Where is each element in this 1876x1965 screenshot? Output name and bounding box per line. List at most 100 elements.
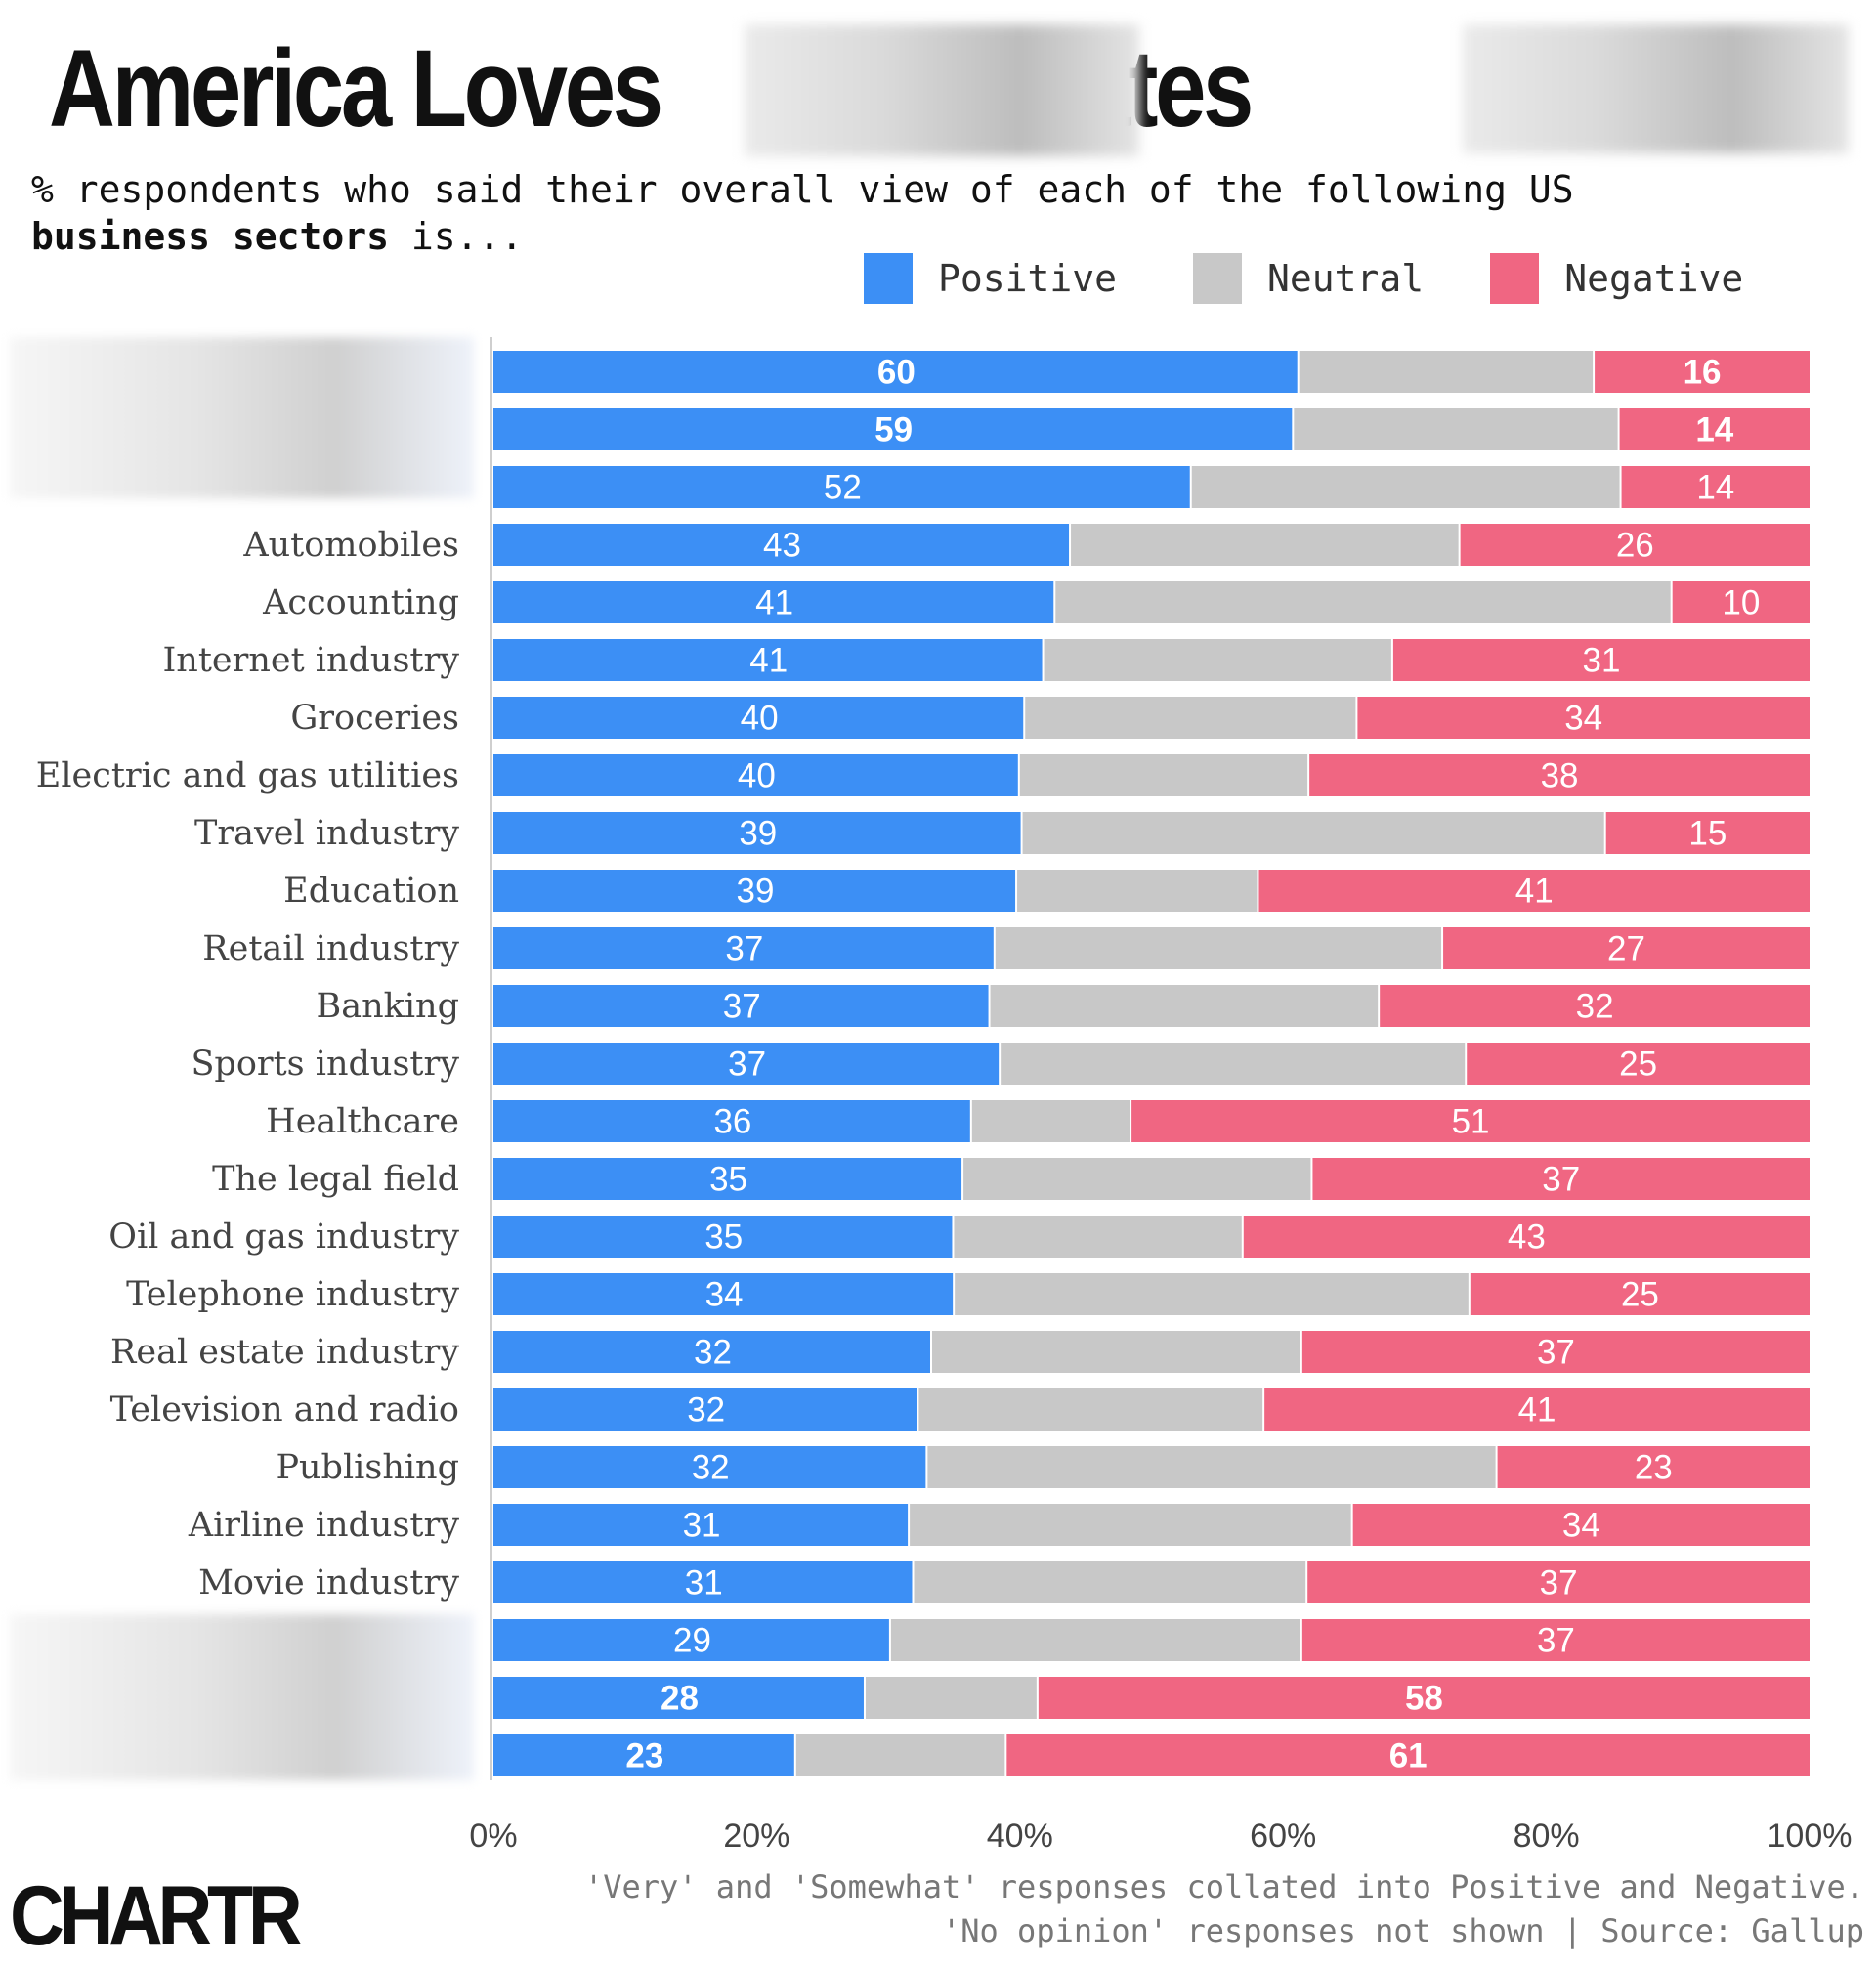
bar-negative-23 — [1038, 1677, 1810, 1719]
bar-neutral-19 — [927, 1446, 1496, 1488]
bar-value-negative-16: 25 — [1621, 1276, 1659, 1314]
x-tick-label: 60% — [1250, 1817, 1317, 1855]
brand-logo: CHARTR — [10, 1869, 303, 1963]
bar-negative-1 — [1619, 408, 1810, 450]
bar-value-positive-11: 37 — [723, 988, 761, 1026]
category-label: Automobiles — [243, 526, 459, 565]
bar-positive-0 — [493, 351, 1298, 393]
bar-value-negative-15: 43 — [1508, 1218, 1546, 1257]
bar-positive-2 — [493, 466, 1190, 508]
bar-neutral-9 — [1017, 870, 1258, 912]
legend-label-negative: Negative — [1564, 257, 1744, 300]
bar-positive-23 — [493, 1677, 864, 1719]
bar-negative-5 — [1392, 639, 1810, 681]
subtitle-bold: business sectors — [31, 215, 390, 258]
bar-value-positive-19: 32 — [692, 1449, 730, 1487]
bar-negative-17 — [1301, 1331, 1810, 1373]
category-label: Movie industry — [198, 1563, 459, 1602]
category-label: Publishing — [276, 1448, 459, 1487]
footer-note-2: 'No opinion' responses not shown | Sourc… — [941, 1912, 1864, 1949]
bar-value-positive-4: 41 — [755, 584, 793, 622]
bar-negative-24 — [1006, 1734, 1810, 1776]
category-label: Television and radio — [109, 1390, 459, 1430]
bar-neutral-11 — [990, 985, 1379, 1027]
bar-value-negative-18: 41 — [1518, 1391, 1556, 1430]
bar-positive-1 — [493, 408, 1293, 450]
bar-value-positive-0: 60 — [877, 354, 916, 392]
bar-neutral-17 — [932, 1331, 1300, 1373]
redacted-sector-loved — [745, 24, 1139, 156]
bar-value-negative-2: 14 — [1696, 469, 1734, 507]
footer-note-1: 'Very' and 'Somewhat' responses collated… — [583, 1868, 1864, 1905]
bar-value-negative-12: 25 — [1619, 1046, 1657, 1084]
bar-value-positive-14: 35 — [709, 1161, 747, 1199]
bar-value-negative-24: 61 — [1389, 1737, 1428, 1775]
category-label: Sports industry — [191, 1045, 459, 1084]
bar-negative-15 — [1243, 1216, 1810, 1258]
bar-value-positive-18: 32 — [687, 1391, 725, 1430]
title-loves: America Loves — [49, 26, 663, 150]
bar-neutral-1 — [1294, 408, 1618, 450]
bar-neutral-24 — [795, 1734, 1005, 1776]
bar-value-positive-20: 31 — [683, 1507, 721, 1545]
x-tick-label: 100% — [1767, 1817, 1853, 1855]
bar-positive-9 — [493, 870, 1016, 912]
bar-value-negative-9: 41 — [1515, 873, 1554, 911]
bar-negative-18 — [1264, 1388, 1810, 1431]
bar-positive-15 — [493, 1216, 953, 1258]
legend-swatch-neutral — [1193, 253, 1243, 304]
bar-value-positive-15: 35 — [704, 1218, 743, 1257]
bar-negative-19 — [1497, 1446, 1810, 1488]
x-tick-label: 80% — [1513, 1817, 1580, 1855]
bar-neutral-14 — [963, 1158, 1311, 1200]
bar-neutral-5 — [1044, 639, 1391, 681]
bar-negative-0 — [1595, 351, 1810, 393]
bar-positive-6 — [493, 697, 1024, 739]
bar-neutral-21 — [914, 1561, 1306, 1603]
category-label: The legal field — [212, 1160, 459, 1199]
bar-neutral-8 — [1022, 812, 1604, 854]
bar-value-negative-20: 34 — [1562, 1507, 1600, 1545]
x-tick-label: 0% — [469, 1817, 518, 1855]
bar-value-positive-8: 39 — [739, 815, 777, 853]
bar-positive-18 — [493, 1388, 917, 1431]
bar-positive-17 — [493, 1331, 930, 1373]
bar-value-negative-8: 15 — [1688, 815, 1727, 853]
bar-value-negative-1: 14 — [1695, 411, 1733, 449]
bar-positive-13 — [493, 1100, 970, 1142]
category-label: Electric and gas utilities — [35, 756, 459, 795]
bar-value-negative-23: 58 — [1405, 1680, 1443, 1718]
bar-value-negative-21: 37 — [1540, 1564, 1578, 1602]
bar-negative-21 — [1307, 1561, 1810, 1603]
bar-neutral-22 — [890, 1619, 1300, 1661]
bar-value-positive-10: 37 — [725, 930, 763, 968]
bar-value-positive-5: 41 — [749, 642, 788, 680]
bar-negative-20 — [1352, 1504, 1810, 1546]
bar-negative-13 — [1131, 1100, 1810, 1142]
category-label: Healthcare — [266, 1102, 459, 1141]
bar-negative-9 — [1258, 870, 1810, 912]
x-tick-label: 40% — [986, 1817, 1053, 1855]
bar-value-negative-5: 31 — [1582, 642, 1620, 680]
bar-negative-7 — [1309, 754, 1810, 796]
bar-value-positive-2: 52 — [824, 469, 862, 507]
bar-value-negative-6: 34 — [1564, 700, 1602, 738]
bar-negative-12 — [1467, 1043, 1810, 1085]
bar-positive-22 — [493, 1619, 889, 1661]
bar-value-positive-1: 59 — [874, 411, 913, 449]
category-label: Telephone industry — [126, 1275, 459, 1314]
bar-value-positive-17: 32 — [694, 1334, 732, 1372]
bar-value-negative-7: 38 — [1541, 757, 1579, 795]
bar-value-positive-24: 23 — [625, 1737, 663, 1775]
category-label: Travel industry — [194, 814, 459, 853]
bar-neutral-3 — [1071, 524, 1459, 566]
bar-value-positive-21: 31 — [685, 1564, 723, 1602]
bar-neutral-0 — [1299, 351, 1594, 393]
bar-value-negative-22: 37 — [1537, 1622, 1575, 1660]
chart-subtitle: % respondents who said their overall vie… — [31, 166, 1574, 260]
bar-negative-22 — [1301, 1619, 1810, 1661]
bar-value-negative-0: 16 — [1684, 354, 1722, 392]
category-label: Internet industry — [162, 641, 459, 680]
bar-value-negative-10: 27 — [1607, 930, 1645, 968]
